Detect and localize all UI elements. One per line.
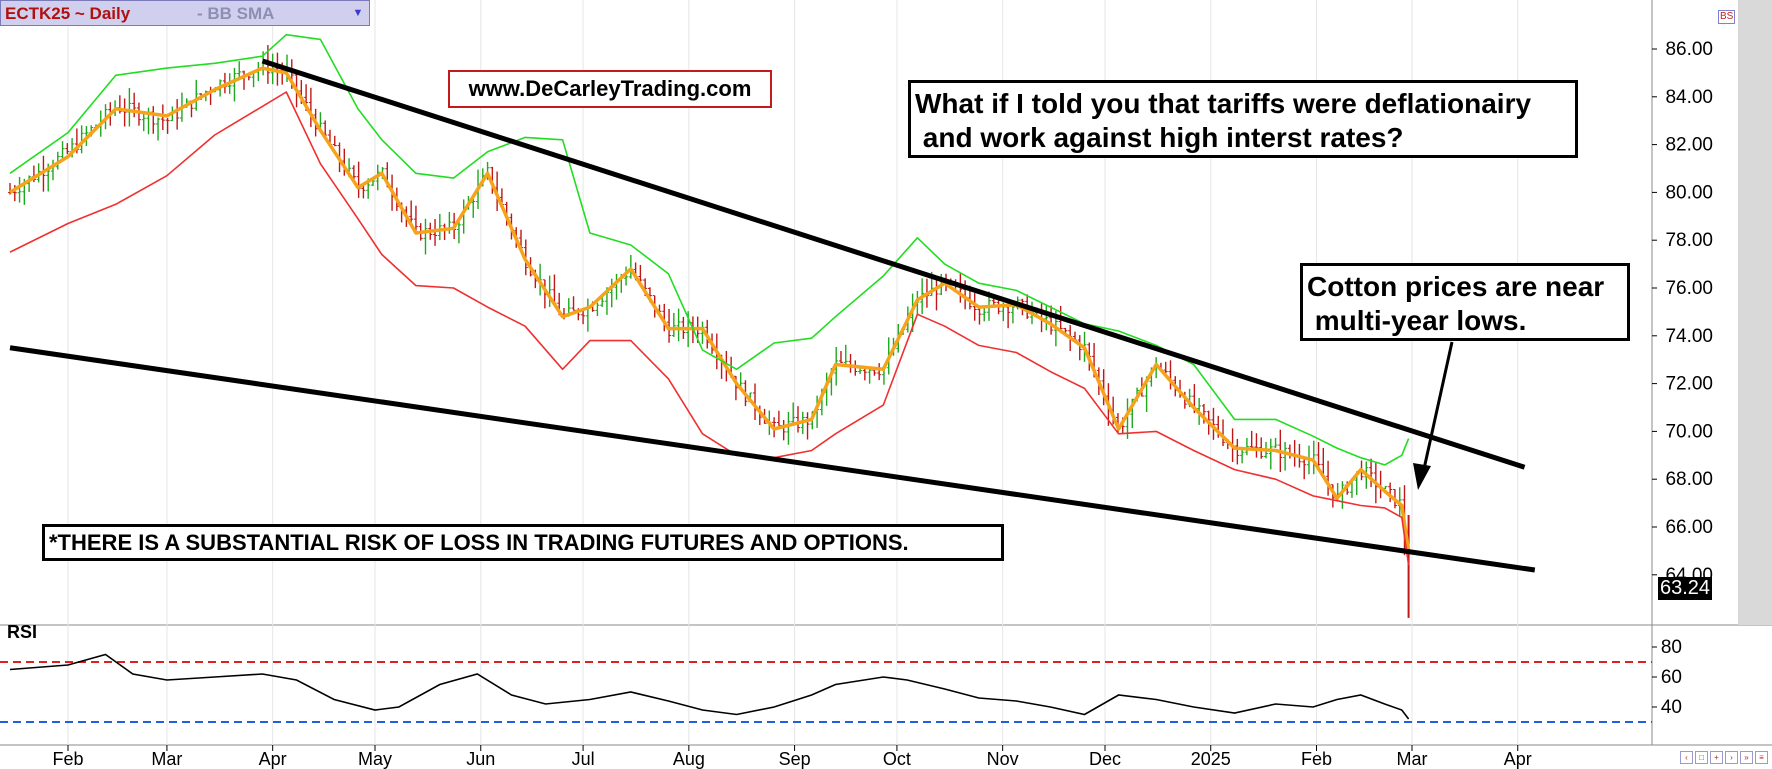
corner-label[interactable]: BS	[1718, 10, 1736, 24]
chevron-down-icon[interactable]: ▼	[352, 7, 364, 19]
scroll-track	[1738, 0, 1772, 625]
rsi-tick-label: 80	[1661, 637, 1682, 658]
y-tick-label: 70.00	[1665, 421, 1713, 442]
upper-band-line	[9, 33, 1410, 466]
chart-axes: 86.00 84.00 82.00 80.00 78.00 76.00 74.00 72.00…	[52, 39, 1713, 769]
rsi-tick-label: 40	[1661, 697, 1682, 718]
last-price-badge: 63.24	[1658, 577, 1712, 600]
rsi-label: RSI	[7, 622, 38, 642]
arrow-head	[1413, 463, 1431, 490]
y-tick-label: 82.00	[1665, 135, 1713, 156]
trend-lines	[9, 58, 1536, 573]
y-tick-label: 72.00	[1665, 374, 1713, 395]
upper-trend-line	[261, 58, 1526, 470]
y-tick-label: 78.00	[1665, 230, 1713, 251]
y-tick-label: 66.00	[1665, 517, 1713, 538]
y-tick-label: 86.00	[1665, 39, 1713, 60]
nav-end-icon[interactable]: »	[1740, 751, 1753, 764]
x-tick-label: Jun	[466, 749, 495, 769]
x-tick-label: Jul	[572, 749, 595, 769]
x-tick-label: Apr	[1504, 749, 1532, 769]
x-tick-label: Aug	[673, 749, 705, 769]
x-tick-label: May	[358, 749, 392, 769]
x-tick-label: Nov	[987, 749, 1019, 769]
x-tick-label: Sep	[779, 749, 811, 769]
y-tick-label: 76.00	[1665, 278, 1713, 299]
nav-left-icon[interactable]: ‹	[1680, 751, 1693, 764]
y-tick-label: 80.00	[1665, 182, 1713, 203]
x-tick-label: Mar	[1397, 749, 1428, 769]
nav-right-icon[interactable]: ›	[1725, 751, 1738, 764]
y-tick-label: 74.00	[1665, 326, 1713, 347]
price-axis-bg	[1652, 0, 1732, 769]
indicator-label: - BB SMA	[197, 4, 275, 23]
symbol-label: ECTK25 ~ Daily	[5, 4, 131, 23]
sma-line	[9, 66, 1411, 552]
symbol-toolbar[interactable]: ECTK25 ~ Daily - BB SMA ▼	[0, 0, 370, 26]
rsi-tick-label: 60	[1661, 667, 1682, 688]
rsi-panel	[0, 653, 1652, 723]
x-tick-label: Apr	[259, 749, 287, 769]
x-tick-label: Feb	[52, 749, 83, 769]
x-tick-label: Feb	[1301, 749, 1332, 769]
price-bars	[8, 45, 1410, 618]
annotation-arrow	[1420, 341, 1454, 479]
x-tick-label: Dec	[1089, 749, 1121, 769]
x-tick-label: 2025	[1191, 749, 1231, 769]
nav-zoom-icon[interactable]: +	[1710, 751, 1723, 764]
risk-disclaimer: *THERE IS A SUBSTANTIAL RISK OF LOSS IN …	[42, 524, 1004, 561]
x-tick-label: Mar	[151, 749, 182, 769]
x-tick-label: Oct	[883, 749, 911, 769]
question-annotation: What if I told you that tariffs were def…	[908, 80, 1578, 158]
y-tick-label: 68.00	[1665, 469, 1713, 490]
lower-trend-line	[9, 345, 1536, 573]
y-tick-label: 84.00	[1665, 87, 1713, 108]
lower-band-line	[9, 91, 1410, 566]
rsi-line	[9, 653, 1410, 720]
website-label: www.DeCarleyTrading.com	[448, 70, 772, 108]
nav-expand-icon[interactable]: □	[1695, 751, 1708, 764]
nav-menu-icon[interactable]: ≡	[1755, 751, 1768, 764]
cotton-annotation: Cotton prices are near multi-year lows.	[1300, 263, 1630, 341]
